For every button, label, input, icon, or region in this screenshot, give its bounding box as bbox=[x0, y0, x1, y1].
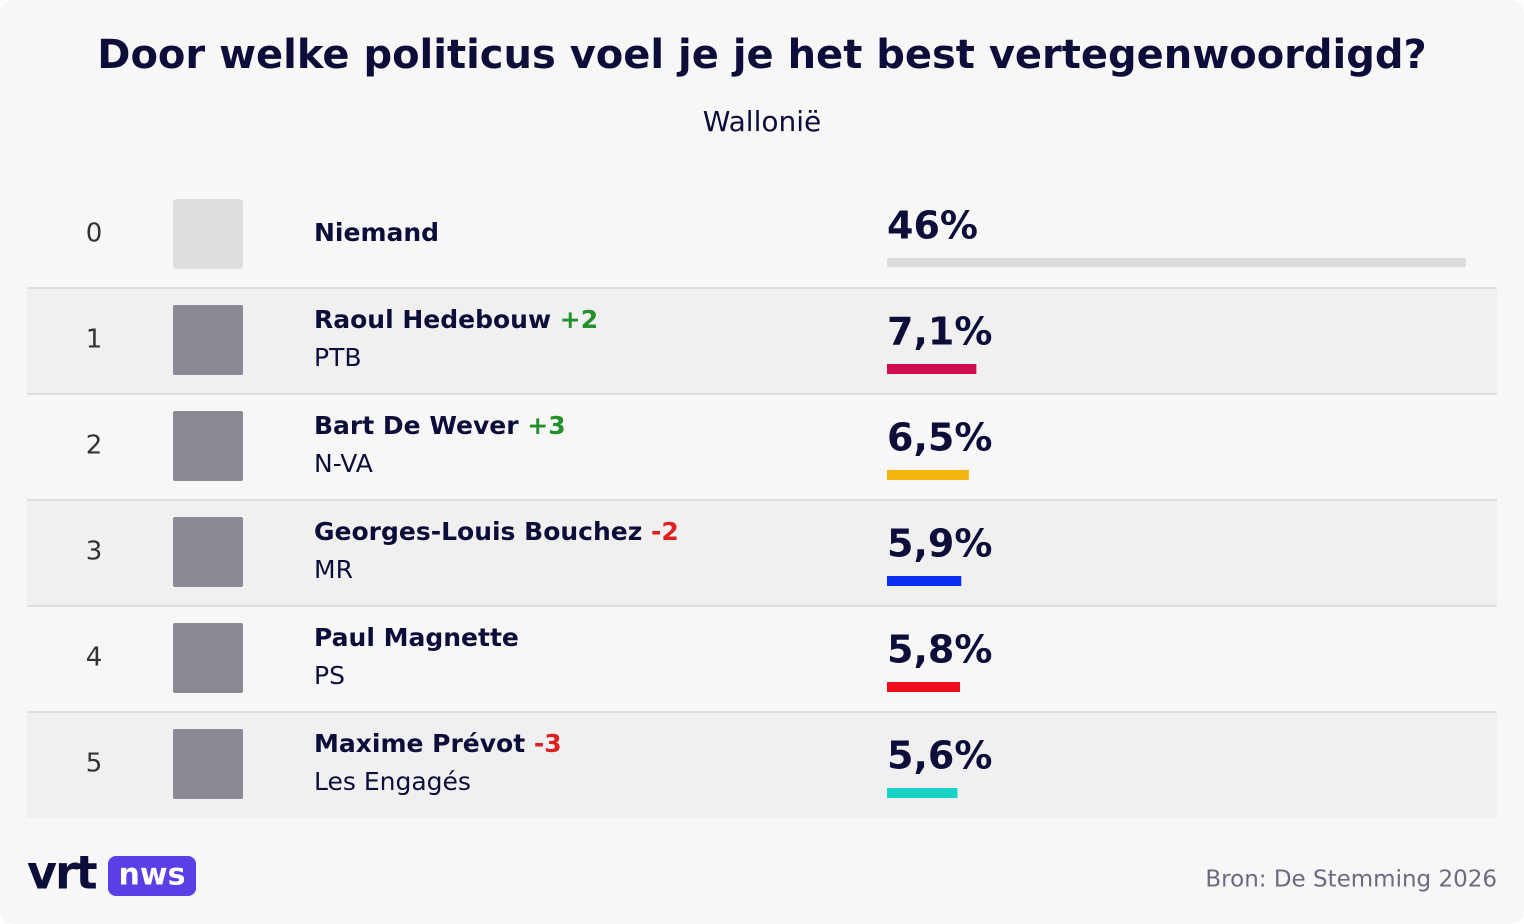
photo bbox=[173, 623, 243, 693]
rank: 3 bbox=[86, 537, 103, 567]
rank: 2 bbox=[86, 431, 103, 461]
name: Georges-Louis Bouchez bbox=[314, 517, 642, 546]
row-background bbox=[27, 288, 1497, 394]
party: MR bbox=[314, 555, 353, 584]
name-line: Niemand bbox=[314, 218, 439, 247]
bar bbox=[887, 470, 969, 480]
source: Bron: De Stemming 2026 bbox=[1205, 867, 1497, 893]
change: +3 bbox=[527, 411, 565, 440]
name: Raoul Hedebouw bbox=[314, 305, 551, 334]
rank: 4 bbox=[86, 643, 103, 673]
change: +2 bbox=[560, 305, 598, 334]
name-line: Georges-Louis Bouchez -2 bbox=[314, 517, 679, 546]
value-label: 5,6% bbox=[887, 734, 992, 778]
change: -3 bbox=[534, 729, 562, 758]
photo bbox=[173, 199, 243, 269]
name: Paul Magnette bbox=[314, 623, 519, 652]
name-line: Raoul Hedebouw +2 bbox=[314, 305, 598, 334]
bar bbox=[887, 576, 962, 586]
rank: 5 bbox=[86, 749, 103, 779]
logo-nws: nws bbox=[119, 858, 186, 893]
name: Maxime Prévot bbox=[314, 729, 525, 758]
chart-subtitle: Wallonië bbox=[703, 105, 822, 138]
value-label: 6,5% bbox=[887, 416, 992, 460]
name-line: Maxime Prévot -3 bbox=[314, 729, 562, 758]
name-line: Bart De Wever +3 bbox=[314, 411, 566, 440]
value-label: 7,1% bbox=[887, 310, 992, 354]
name: Bart De Wever bbox=[314, 411, 519, 440]
bar bbox=[887, 364, 977, 374]
row-background bbox=[27, 500, 1497, 606]
rank: 0 bbox=[86, 219, 103, 249]
party: PTB bbox=[314, 343, 362, 372]
party: PS bbox=[314, 661, 345, 690]
value-label: 5,9% bbox=[887, 522, 992, 566]
photo bbox=[173, 305, 243, 375]
value-label: 46% bbox=[887, 204, 978, 248]
photo bbox=[173, 411, 243, 481]
bar bbox=[887, 788, 958, 798]
value-label: 5,8% bbox=[887, 628, 992, 672]
photo bbox=[173, 729, 243, 799]
chart-title: Door welke politicus voel je je het best… bbox=[97, 32, 1426, 78]
name-line: Paul Magnette bbox=[314, 623, 519, 652]
logo-vrt: vrt bbox=[27, 846, 97, 900]
row-background bbox=[27, 712, 1497, 818]
party: N-VA bbox=[314, 449, 373, 478]
party: Les Engagés bbox=[314, 767, 471, 796]
rank: 1 bbox=[86, 325, 103, 355]
change: -2 bbox=[651, 517, 679, 546]
logo-badge bbox=[108, 856, 196, 896]
bar bbox=[887, 258, 1466, 267]
bar bbox=[887, 682, 961, 692]
photo bbox=[173, 517, 243, 587]
name: Niemand bbox=[314, 218, 439, 247]
